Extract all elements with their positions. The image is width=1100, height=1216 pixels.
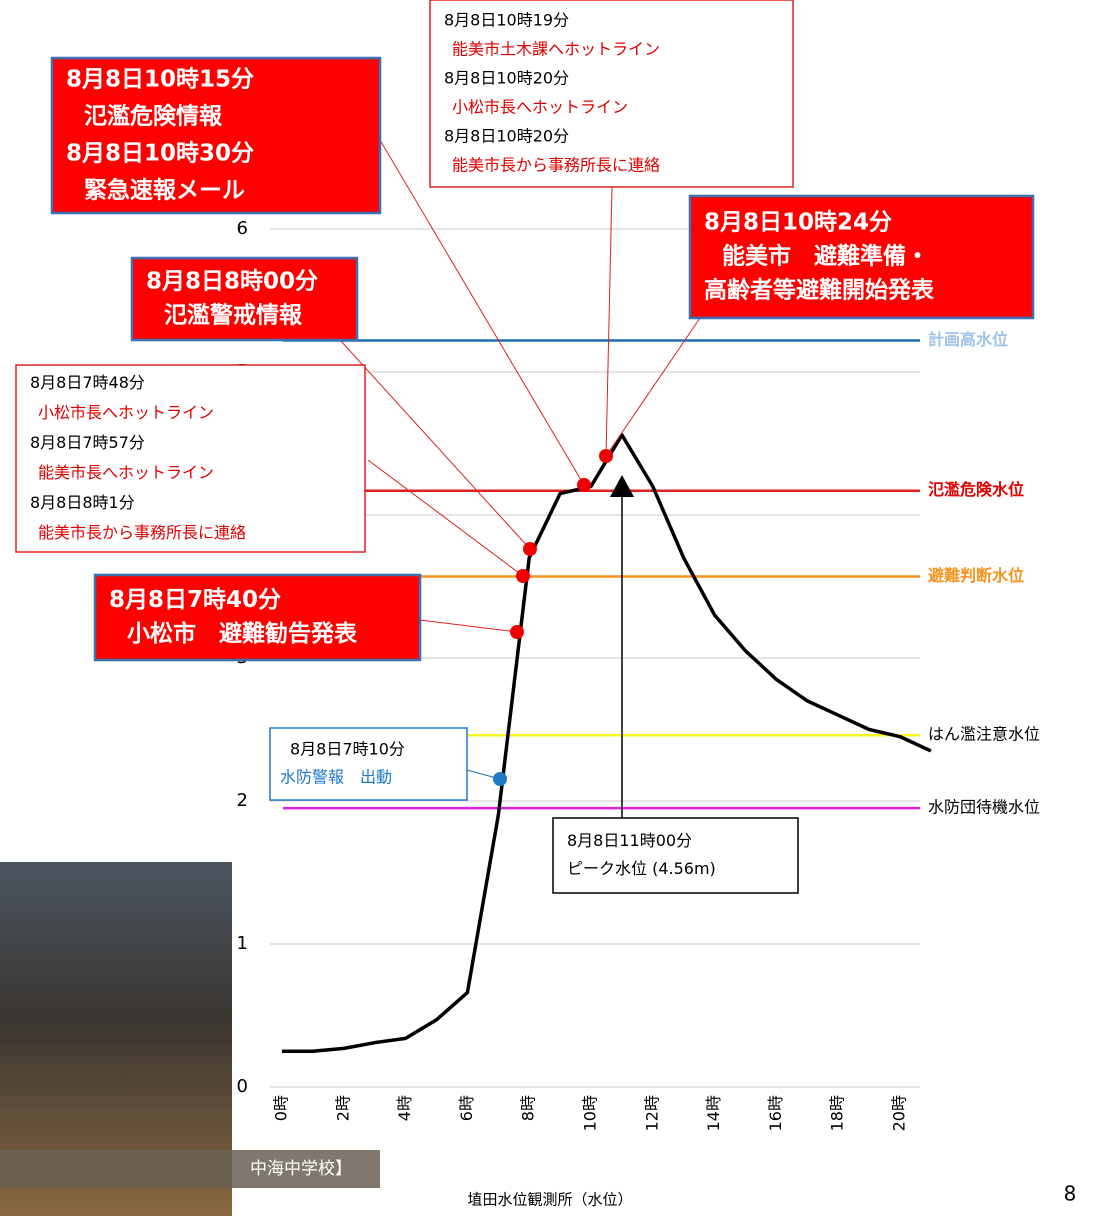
annotation-text: 8月8日10時24分 (704, 210, 892, 236)
annotation-text: 小松市長へホットライン (38, 403, 214, 422)
annotation-text: 8月8日10時20分 (444, 69, 569, 88)
annotation-box (130, 256, 359, 342)
page-number: 8 (1064, 1182, 1077, 1206)
annotation-box (93, 573, 422, 662)
x-tick-label: 6時 (457, 1095, 476, 1121)
leader-line (605, 186, 613, 457)
annotation-text: 能美市 避難準備・ (722, 243, 929, 270)
leader-line (339, 339, 531, 550)
annotation-text: ピーク水位 (4.56m) (567, 859, 716, 878)
event-dot (577, 478, 591, 492)
level-label: 氾濫危険水位 (928, 480, 1024, 499)
photo-caption: 中海中学校】 (250, 1159, 352, 1179)
annotation-box (50, 56, 382, 215)
annotation-text: 氾濫警戒情報 (164, 302, 303, 329)
x-tick-label: 12時 (642, 1095, 661, 1131)
annotation-box (15, 364, 366, 553)
x-tick-label: 18時 (828, 1095, 847, 1131)
annotation-text: 8月8日10時19分 (444, 11, 569, 30)
annotation-text: 8月8日10時20分 (444, 127, 569, 146)
annotation-text: 小松市 避難勧告発表 (127, 620, 358, 647)
y-tick-label: 1 (237, 933, 248, 954)
annotation-text: 小松市長へホットライン (452, 98, 628, 117)
level-label: 避難判断水位 (928, 566, 1024, 585)
photo-caption-bg (0, 1150, 380, 1188)
x-tick-label: 2時 (333, 1095, 352, 1121)
x-tick-label: 10時 (581, 1095, 600, 1131)
event-dot (599, 449, 613, 463)
annotation-box (269, 727, 468, 801)
event-dot (523, 542, 537, 556)
annotation-text: 8月8日10時15分 (66, 67, 254, 93)
x-tick-label: 20時 (890, 1095, 909, 1131)
annotation-text: 水防警報 出動 (280, 768, 392, 787)
annotation-text: 能美市長から事務所長に連絡 (38, 523, 246, 542)
annotation-text: 8月8日8時1分 (30, 493, 135, 512)
event-dot (510, 625, 524, 639)
y-tick-label: 0 (237, 1076, 248, 1097)
level-label: 水防団待機水位 (928, 798, 1040, 817)
annotation-text: 緊急速報メール (84, 177, 245, 204)
x-tick-label: 14時 (704, 1095, 723, 1131)
peak-arrow-head (610, 475, 634, 497)
x-tick-label: 0時 (272, 1095, 291, 1121)
annotation-text: 8月8日7時57分 (30, 433, 145, 452)
x-tick-label: 4時 (395, 1095, 414, 1121)
leader-line (605, 317, 701, 457)
event-dot (516, 569, 530, 583)
annotation-text: 8月8日11時00分 (567, 831, 692, 850)
annotation-box (429, 0, 794, 188)
annotation-text: 8月8日7時40分 (109, 587, 281, 613)
y-tick-label: 6 (237, 218, 248, 239)
annotation-text: 能美市土木課へホットライン (452, 40, 660, 59)
annotation-text: 能美市長へホットライン (38, 463, 214, 482)
y-tick-label: 2 (237, 790, 248, 811)
leader-line (379, 139, 585, 486)
leader-line (419, 619, 518, 633)
annotation-text: 8月8日10時30分 (66, 141, 254, 167)
level-label: 計画高水位 (928, 330, 1008, 349)
annotation-box (688, 194, 1035, 320)
annotation-text: 8月8日7時10分 (290, 740, 405, 759)
x-tick-label: 8時 (519, 1095, 538, 1121)
annotation-text: 能美市長から事務所長に連絡 (452, 156, 660, 175)
level-label: はん濫注意水位 (928, 725, 1040, 744)
x-axis-title: 埴田水位観測所（水位） (467, 1191, 632, 1209)
annotation-box (552, 817, 799, 894)
annotation-text: 高齢者等避難開始発表 (704, 277, 935, 304)
annotation-text: 8月8日7時48分 (30, 373, 145, 392)
leader-line (367, 459, 524, 577)
x-tick-label: 16時 (766, 1095, 785, 1131)
annotation-text: 氾濫危険情報 (84, 103, 223, 130)
event-dot (493, 772, 507, 786)
annotation-text: 8月8日8時00分 (146, 269, 318, 295)
